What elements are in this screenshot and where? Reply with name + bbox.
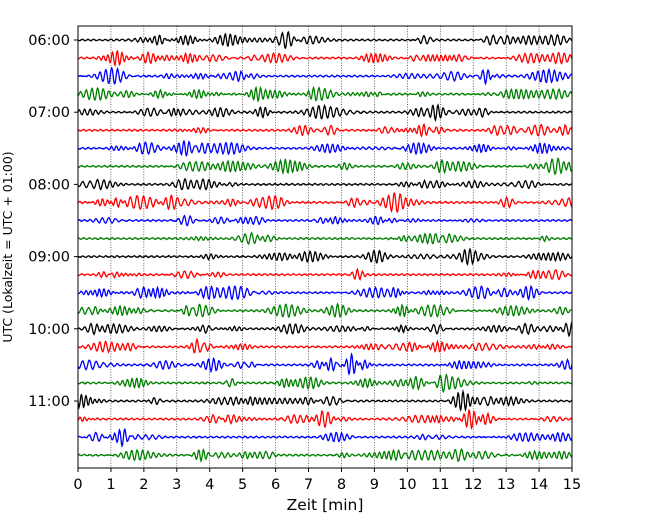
seismic-trace xyxy=(77,66,573,86)
x-tick-label: 5 xyxy=(238,477,247,493)
y-tick-label: 10:00 xyxy=(28,322,70,338)
y-tick-label: 09:00 xyxy=(28,250,70,266)
seismic-trace xyxy=(77,192,573,213)
y-tick-label: 06:00 xyxy=(28,33,70,49)
seismic-trace xyxy=(77,50,573,68)
seismic-trace xyxy=(77,247,573,266)
x-tick-label: 8 xyxy=(337,477,346,493)
seismic-trace xyxy=(77,428,573,448)
seismic-trace xyxy=(77,177,573,191)
vertical-grid xyxy=(110,26,540,468)
x-tick-label: 0 xyxy=(73,477,82,493)
x-tick-label: 3 xyxy=(172,477,181,493)
y-tick-label: 07:00 xyxy=(28,105,70,121)
x-tick-label: 15 xyxy=(563,477,581,493)
x-tick-label: 12 xyxy=(464,477,482,493)
y-axis: 06:00 07:00 08:00 09:00 10:00 11:00 xyxy=(28,33,78,410)
seismic-trace xyxy=(77,447,573,463)
seismic-trace xyxy=(77,267,573,282)
seismic-trace xyxy=(77,157,573,176)
x-tick-label: 9 xyxy=(370,477,379,493)
seismic-trace xyxy=(77,139,573,157)
seismic-trace xyxy=(77,389,573,413)
seismic-trace xyxy=(77,123,573,138)
y-axis-label: UTC (Lokalzeit = UTC + 01:00) xyxy=(0,151,15,342)
x-tick-label: 1 xyxy=(106,477,115,493)
seismic-trace xyxy=(77,31,573,49)
seismic-trace xyxy=(77,231,573,246)
seismic-traces xyxy=(77,31,573,463)
x-tick-label: 13 xyxy=(497,477,515,493)
x-axis-label: Zeit [min] xyxy=(287,496,364,514)
seismic-trace xyxy=(77,103,573,123)
x-tick-label: 11 xyxy=(431,477,449,493)
seismic-trace xyxy=(77,321,573,338)
seismic-trace xyxy=(77,373,573,394)
x-tick-label: 2 xyxy=(139,477,148,493)
seismic-trace xyxy=(77,302,573,318)
seismic-trace xyxy=(77,337,573,354)
seismic-trace xyxy=(77,284,573,301)
x-tick-label: 14 xyxy=(530,477,548,493)
seismic-trace xyxy=(77,352,573,376)
seismic-trace xyxy=(77,85,573,103)
x-tick-label: 10 xyxy=(398,477,416,493)
plot-frame xyxy=(77,25,573,469)
seismic-trace xyxy=(77,214,573,227)
y-tick-label: 08:00 xyxy=(28,177,70,193)
seismic-trace xyxy=(77,408,573,430)
y-tick-label: 11:00 xyxy=(28,394,70,410)
x-tick-label: 7 xyxy=(304,477,313,493)
x-tick-label: 6 xyxy=(271,477,280,493)
x-tick-label: 4 xyxy=(205,477,214,493)
x-axis: 0 1 2 3 4 5 6 7 8 9 10 11 12 13 14 15 xyxy=(73,468,581,493)
